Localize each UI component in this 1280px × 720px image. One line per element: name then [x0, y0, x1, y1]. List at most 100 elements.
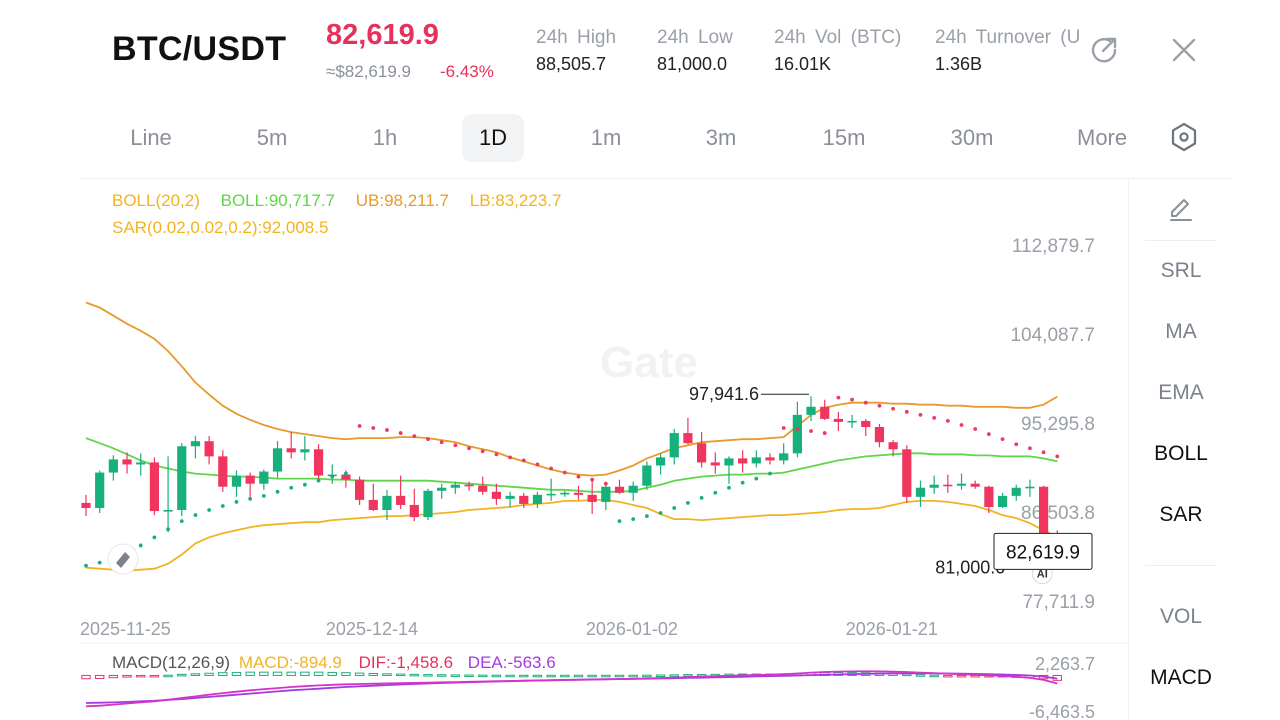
- sar-dot: [945, 419, 950, 423]
- tab-1m[interactable]: 1m: [590, 125, 622, 150]
- sar-dot: [877, 403, 882, 408]
- tool-ma[interactable]: MA: [1165, 320, 1197, 343]
- sar-dot: [672, 506, 677, 510]
- tab-3m[interactable]: 3m: [705, 125, 737, 150]
- candle-body: [751, 457, 761, 464]
- stat-label: 24h Vol (BTC): [774, 27, 902, 48]
- candle-body: [779, 453, 789, 461]
- candle-body: [902, 449, 912, 497]
- date-axis-label: 2025-11-25: [80, 619, 171, 639]
- legend-lb: LB:83,223.7: [469, 191, 562, 210]
- candle-body: [245, 475, 255, 484]
- candle-body: [478, 485, 488, 492]
- tool-srl[interactable]: SRL: [1160, 259, 1202, 282]
- macd-histogram-bar: [81, 674, 91, 680]
- annotation-layer: 97,941.6 81,000.0 AI 82,619.9: [107, 384, 1093, 585]
- stat-value: 1.36B: [935, 54, 983, 74]
- legend-macd-name: MACD(12,26,9): [112, 653, 231, 672]
- price-chart[interactable]: Gate 112,879.7 104,087.7 95,295.8 86,503.8 7…: [80, 179, 1128, 720]
- tool-macd[interactable]: MACD: [1150, 666, 1212, 689]
- macd-histogram-bar: [669, 674, 679, 677]
- tab-30m[interactable]: 30m: [950, 125, 994, 150]
- macd-histogram-bar: [190, 673, 201, 676]
- macd-histogram-bar: [368, 672, 378, 676]
- stat-24h-vol: 24h Vol (BTC) 16.01K: [774, 27, 901, 75]
- price-axis-label: 86,503.8: [1021, 503, 1095, 524]
- candle-body: [943, 484, 953, 487]
- sar-dot: [316, 478, 321, 483]
- macd-histogram-bar: [464, 674, 474, 678]
- macd-histogram-bar: [902, 673, 912, 677]
- sar-dot: [904, 409, 909, 414]
- macd-histogram-bar: [327, 671, 337, 676]
- macd-histogram-bar: [245, 671, 255, 676]
- macd-histogram-bar: [259, 671, 269, 676]
- candle-body: [655, 457, 666, 466]
- candle-body: [546, 493, 556, 496]
- sar-dot: [590, 477, 595, 482]
- close-icon[interactable]: [1168, 34, 1200, 66]
- sar-dot: [344, 471, 348, 476]
- date-axis-label: 2026-01-21: [846, 619, 938, 639]
- sar-dot: [754, 476, 759, 481]
- price-axis-label: 95,295.8: [1021, 414, 1095, 435]
- candle-body: [1039, 486, 1049, 535]
- timeframe-tabs: Line 5m 1h 1D 1m 3m 15m 30m: [80, 112, 1230, 164]
- tool-ema[interactable]: EMA: [1158, 381, 1204, 404]
- candle-body: [231, 475, 242, 487]
- stat-label: 24h Turnover (USDT): [935, 27, 1080, 48]
- candle-body: [108, 459, 118, 473]
- sar-dot: [193, 513, 198, 517]
- boll-lower-line: [85, 499, 1058, 572]
- tab-1d[interactable]: 1D: [462, 114, 524, 162]
- stat-24h-high: 24h High 88,505.7: [536, 27, 616, 75]
- candle-body: [355, 479, 365, 500]
- stat-value: 88,505.7: [536, 54, 607, 74]
- macd-histogram-bar: [532, 674, 543, 678]
- candle-body: [792, 414, 802, 454]
- sar-dot: [781, 426, 786, 430]
- price-change: -6.43%: [440, 62, 494, 81]
- macd-histogram-bar: [450, 674, 461, 677]
- candle-body: [888, 442, 898, 450]
- settings-hex-icon[interactable]: [1168, 121, 1200, 153]
- price-axis-label: 77,711.9: [1022, 592, 1095, 613]
- tab-5m[interactable]: 5m: [256, 125, 288, 150]
- tab-line[interactable]: Line: [130, 125, 172, 150]
- sar-dot: [959, 423, 964, 427]
- pair-title[interactable]: BTC/USDT: [112, 30, 287, 68]
- sar-dot: [152, 535, 157, 540]
- tool-vol[interactable]: VOL: [1159, 605, 1203, 628]
- macd-histogram-bar: [286, 671, 296, 676]
- macd-histogram-bar: [642, 674, 652, 678]
- sar-dot: [562, 470, 567, 475]
- tool-sar[interactable]: SAR: [1159, 503, 1203, 526]
- candle-body: [573, 492, 584, 495]
- macd-layer: [81, 670, 1062, 708]
- tab-more[interactable]: More: [1077, 112, 1135, 164]
- draw-tool-icon: [107, 543, 139, 575]
- candle-body: [300, 449, 310, 453]
- candle-body: [122, 459, 132, 465]
- high-marker-label: 97,941.6: [689, 384, 759, 404]
- chart-area[interactable]: Gate 112,879.7 104,087.7 95,295.8 86,503.8 7…: [80, 178, 1128, 720]
- macd-histogram-bar: [177, 673, 187, 677]
- candle-body: [286, 448, 296, 453]
- tab-1h[interactable]: 1h: [372, 125, 398, 150]
- candle-body: [409, 504, 419, 518]
- sar-dot: [371, 426, 376, 430]
- sar-dot: [357, 424, 362, 428]
- tool-boll[interactable]: BOLL: [1154, 442, 1208, 465]
- tab-15m[interactable]: 15m: [822, 125, 866, 150]
- share-icon[interactable]: [1088, 34, 1120, 66]
- sar-dot: [467, 446, 471, 451]
- usd-price: ≈$82,619.9: [326, 62, 411, 81]
- macd-histogram-bar: [628, 674, 638, 678]
- sar-dot: [1000, 437, 1005, 442]
- stat-value: 81,000.0: [657, 54, 728, 74]
- candle-body: [601, 486, 611, 502]
- pencil-icon[interactable]: [1167, 195, 1195, 223]
- divider: [1145, 240, 1217, 241]
- candle-body: [272, 448, 283, 472]
- tab-more-label: More: [1077, 125, 1128, 150]
